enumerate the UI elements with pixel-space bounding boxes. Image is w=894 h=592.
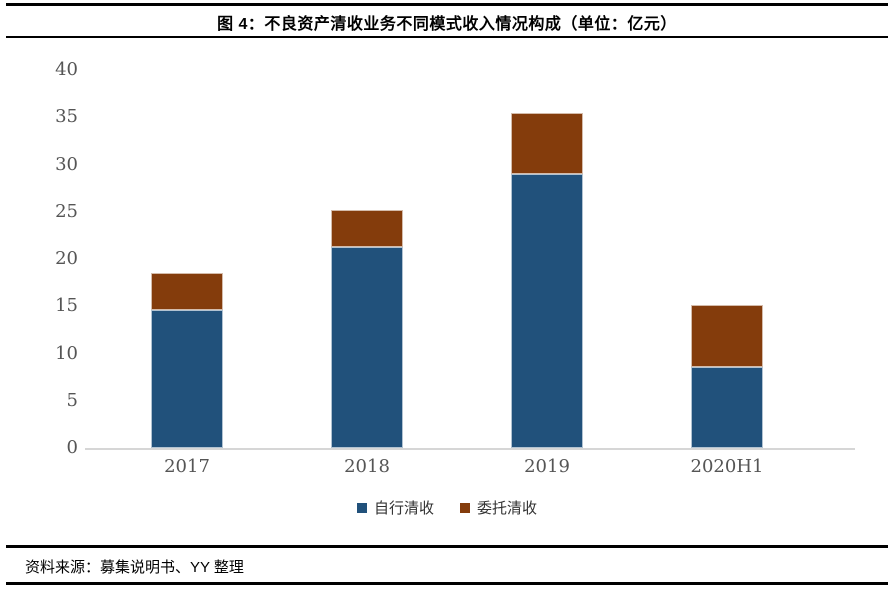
y-axis-tick-label: 20 — [55, 248, 78, 269]
x-axis-label-2020H1: 2020H1 — [690, 456, 764, 477]
bar-segment-entrusted-collection-2020H1 — [691, 305, 763, 367]
x-axis-label-2019: 2019 — [524, 456, 570, 477]
bar-segment-self-collection-2019 — [511, 173, 583, 448]
y-axis: 0 5 10 15 20 25 30 35 40 — [28, 59, 78, 458]
plot-area: 2017 2018 2019 2020H1 — [85, 70, 855, 477]
y-axis-tick-label: 30 — [55, 153, 78, 175]
title-divider — [6, 36, 888, 38]
source-note: 资料来源：募集说明书、YY 整理 — [25, 559, 244, 576]
legend-swatch-self-collection — [356, 502, 367, 513]
top-divider — [6, 3, 888, 6]
bar-segment-entrusted-collection-2018 — [331, 209, 403, 247]
y-axis-tick-label: 0 — [66, 437, 78, 458]
y-axis-tick-label: 25 — [55, 200, 78, 222]
y-axis-tick-label: 10 — [55, 342, 78, 364]
legend-label-self-collection: 自行清收 — [373, 499, 434, 517]
chart-legend: 自行清收 委托清收 — [0, 497, 894, 518]
bar-segment-self-collection-2017 — [151, 310, 223, 448]
legend-item-self-collection: 自行清收 — [356, 497, 434, 518]
bar-segment-entrusted-collection-2017 — [151, 273, 223, 311]
y-axis-tick-label: 35 — [55, 106, 78, 128]
bar-segment-entrusted-collection-2019 — [511, 113, 583, 174]
legend-label-entrusted-collection: 委托清收 — [477, 499, 538, 517]
x-axis-label-2017: 2017 — [164, 456, 210, 477]
legend-item-entrusted-collection: 委托清收 — [460, 497, 537, 518]
bar-segment-self-collection-2020H1 — [691, 366, 763, 448]
footer-bottom-divider — [6, 582, 888, 585]
chart-title: 图 4：不良资产清收业务不同模式收入情况构成（单位：亿元） — [217, 16, 677, 33]
x-axis-label-2018: 2018 — [344, 456, 390, 477]
footer-top-divider — [6, 545, 888, 548]
y-axis-tick-label: 40 — [55, 59, 78, 80]
y-axis-tick-label: 5 — [66, 389, 78, 411]
bar-segment-self-collection-2018 — [331, 246, 403, 448]
y-axis-tick-label: 15 — [55, 295, 78, 317]
legend-swatch-entrusted-collection — [460, 502, 470, 513]
